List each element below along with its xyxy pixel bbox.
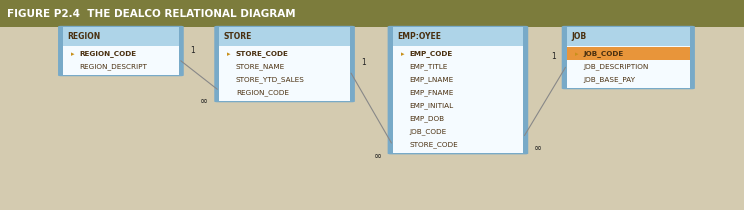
Bar	[63, 27, 179, 46]
Text: STORE_YTD_SALES: STORE_YTD_SALES	[236, 77, 305, 83]
Text: ∞: ∞	[200, 96, 208, 106]
Text: ▸: ▸	[71, 51, 74, 57]
Bar	[393, 46, 523, 153]
Bar	[567, 46, 690, 88]
Bar	[567, 47, 690, 60]
Text: JOB_DESCRIPTION: JOB_DESCRIPTION	[583, 64, 649, 70]
Text: STORE: STORE	[224, 32, 252, 41]
Text: REGION: REGION	[68, 32, 101, 41]
FancyBboxPatch shape	[562, 26, 695, 89]
FancyBboxPatch shape	[58, 26, 184, 76]
Text: JOB: JOB	[571, 32, 586, 41]
Bar	[63, 46, 179, 75]
Text: EMP_TITLE: EMP_TITLE	[409, 64, 448, 70]
Bar	[219, 46, 350, 101]
Text: EMP_CODE: EMP_CODE	[409, 50, 452, 58]
Text: ∞: ∞	[373, 151, 382, 161]
Text: STORE_CODE: STORE_CODE	[236, 50, 289, 58]
Text: 1: 1	[551, 52, 556, 61]
Bar	[0, 0, 744, 27]
Text: JOB_CODE: JOB_CODE	[583, 50, 623, 58]
Bar	[567, 27, 690, 46]
Text: ∞: ∞	[534, 143, 542, 153]
Text: REGION_CODE: REGION_CODE	[80, 50, 137, 58]
Text: EMP:OYEE: EMP:OYEE	[397, 32, 441, 41]
Text: EMP_LNAME: EMP_LNAME	[409, 77, 453, 83]
FancyBboxPatch shape	[388, 26, 528, 154]
Bar	[219, 27, 350, 46]
Text: 1: 1	[361, 58, 365, 67]
Text: STORE_NAME: STORE_NAME	[236, 64, 285, 70]
Text: STORE_CODE: STORE_CODE	[409, 142, 458, 148]
Text: ▸: ▸	[401, 51, 404, 57]
Text: EMP_INITIAL: EMP_INITIAL	[409, 103, 453, 109]
Text: ▸: ▸	[228, 51, 231, 57]
Text: REGION_DESCRIPT: REGION_DESCRIPT	[80, 64, 147, 70]
Text: FIGURE P2.4  THE DEALCO RELATIONAL DIAGRAM: FIGURE P2.4 THE DEALCO RELATIONAL DIAGRA…	[7, 9, 296, 19]
Text: 1: 1	[190, 46, 194, 55]
Text: REGION_CODE: REGION_CODE	[236, 90, 289, 96]
Text: ▸: ▸	[575, 51, 578, 57]
Text: EMP_FNAME: EMP_FNAME	[409, 90, 454, 96]
Text: JOB_BASE_PAY: JOB_BASE_PAY	[583, 77, 635, 83]
Text: JOB_CODE: JOB_CODE	[409, 129, 446, 135]
FancyBboxPatch shape	[214, 26, 355, 102]
Bar	[393, 27, 523, 46]
Text: EMP_DOB: EMP_DOB	[409, 116, 444, 122]
